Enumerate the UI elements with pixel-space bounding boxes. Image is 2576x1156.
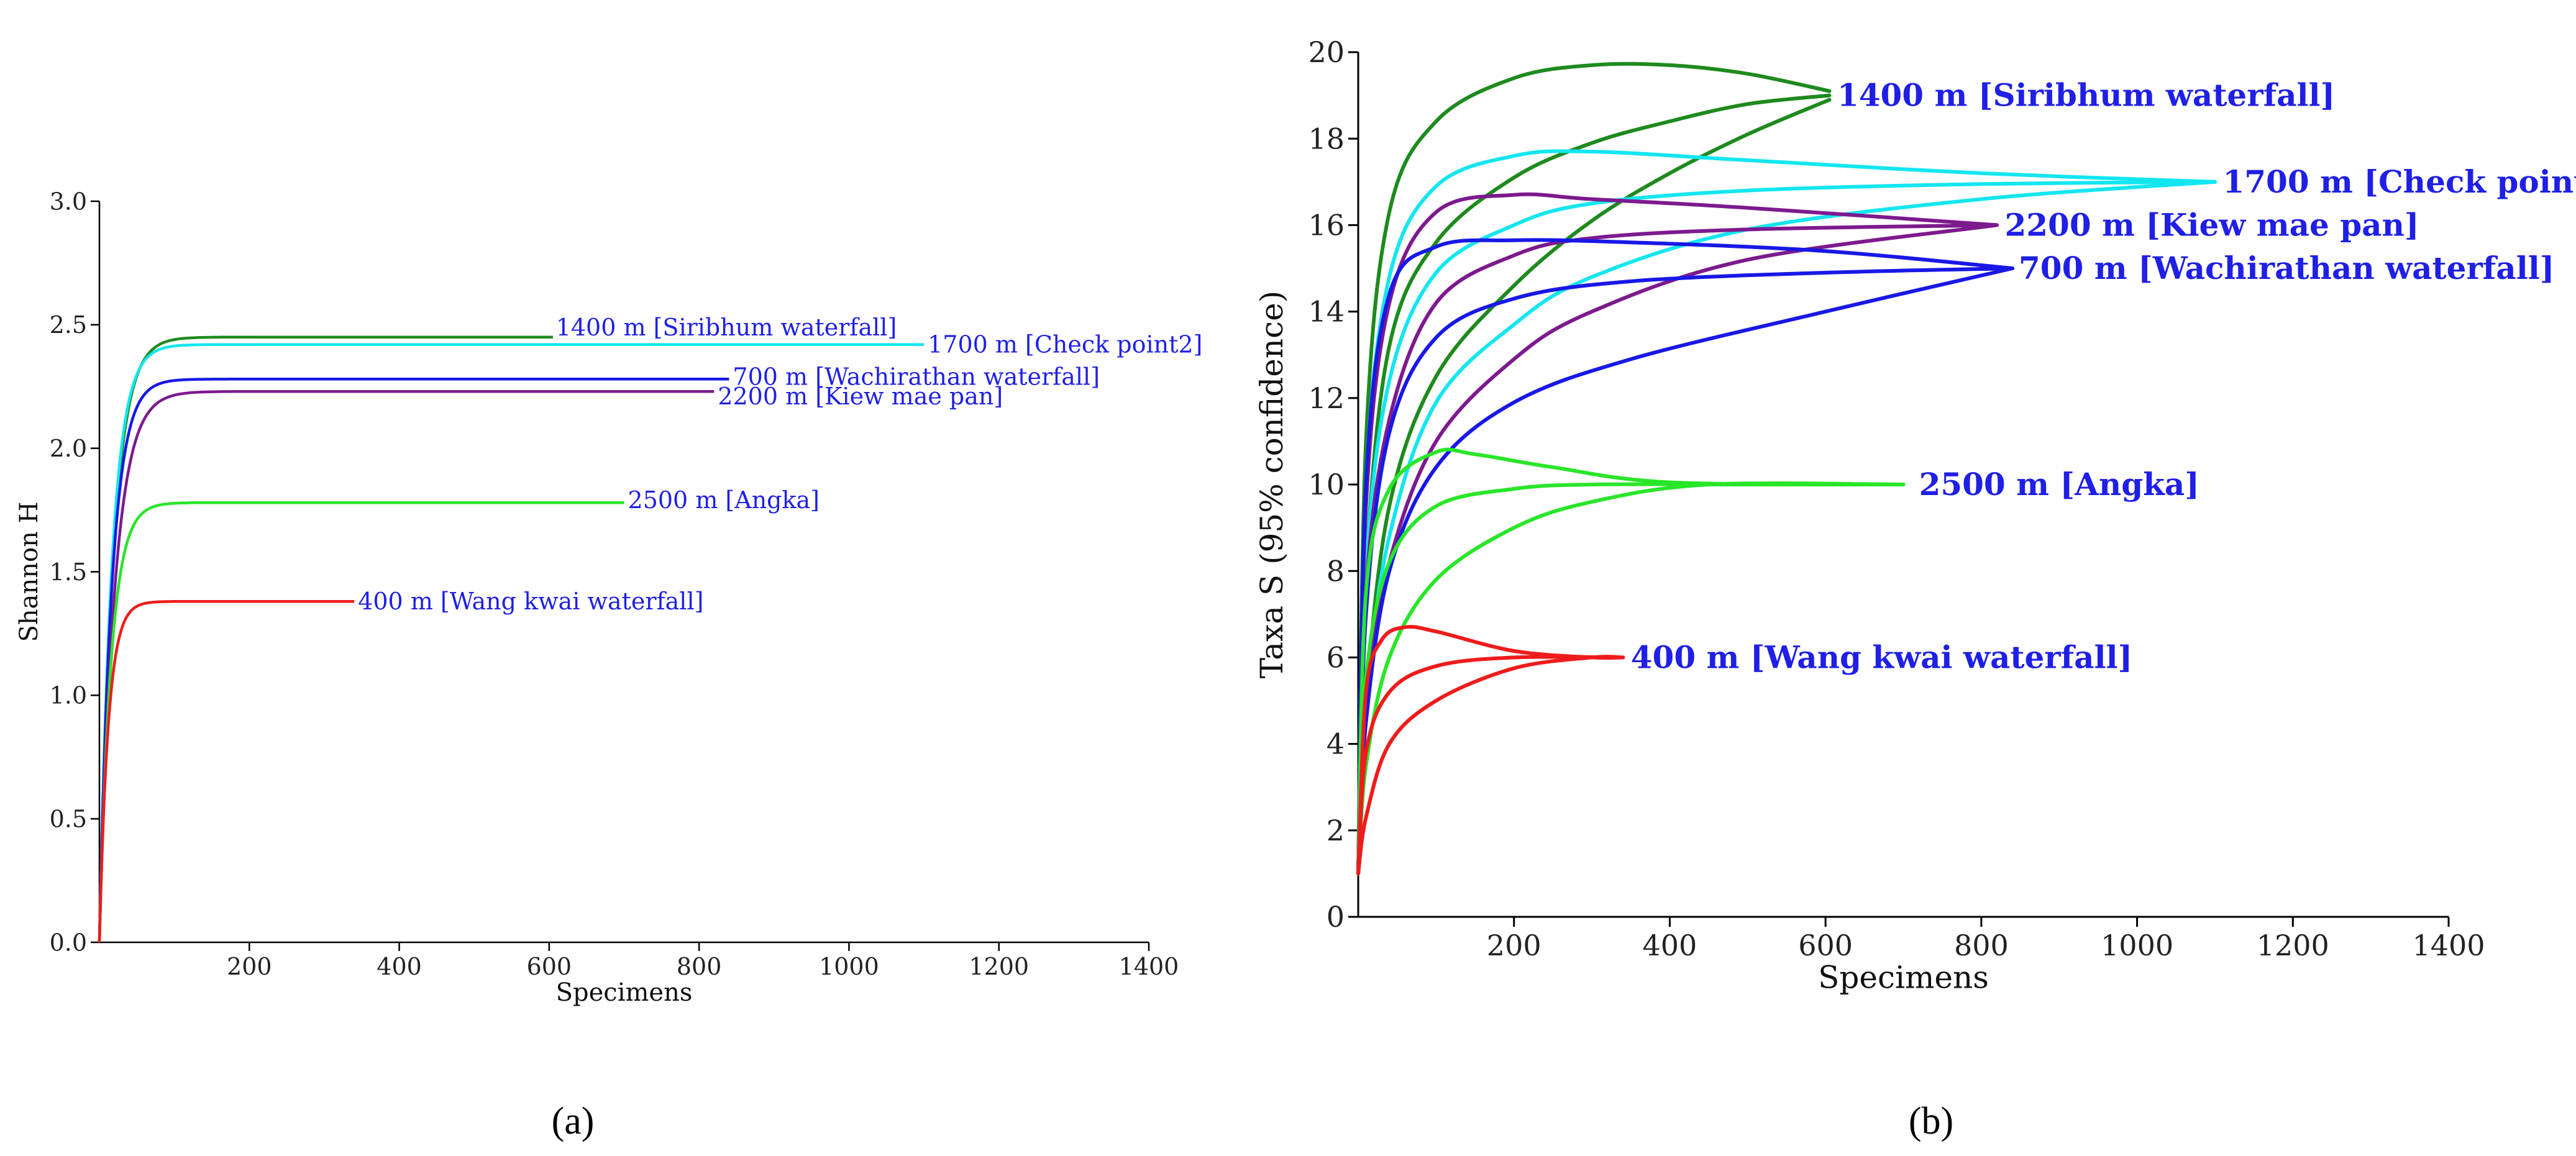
y-axis-title: Taxa S (95% confidence) (1254, 291, 1290, 678)
series-upper-400-m-wang-kwai-waterfall (1356, 624, 1625, 876)
x-tick-label: 1000 (819, 953, 879, 980)
series-label-1400-m-siribhum-waterfall: 1400 m [Siribhum waterfall] (1837, 77, 2335, 114)
series-line-1700-m-check-point2 (98, 343, 925, 944)
y-tick-label: 1.0 (50, 682, 87, 709)
series-line-1400-m-siribhum-waterfall (98, 335, 553, 944)
series-label-700-m-wachirathan-waterfall: 700 m [Wachirathan waterfall] (733, 363, 1100, 390)
x-tick-label: 600 (527, 953, 572, 980)
series-upper-700-m-wachirathan-waterfall (1356, 238, 2014, 876)
y-tick-label: 3.0 (50, 188, 87, 215)
series-mean-400-m-wang-kwai-waterfall (1356, 655, 1625, 876)
series-lower-700-m-wachirathan-waterfall (1356, 266, 2014, 876)
series-upper-2200-m-kiew-mae-pan (1356, 192, 1999, 876)
x-tick-label: 200 (1487, 929, 1541, 962)
series-lower-1400-m-siribhum-waterfall (1356, 98, 1832, 876)
x-axis-title: Specimens (1818, 960, 1989, 996)
x-axis-title: Specimens (556, 978, 693, 1007)
y-tick-label: 2.0 (50, 435, 87, 462)
series-upper-1400-m-siribhum-waterfall (1356, 61, 1832, 876)
x-tick-label: 200 (227, 953, 272, 980)
x-tick-label: 800 (1954, 929, 2009, 962)
x-tick-label: 1400 (2412, 929, 2485, 962)
y-tick-label: 0.0 (50, 929, 87, 956)
y-axis-title: Shannon H (15, 502, 43, 642)
panel-a-shannon-chart: 200 400 600 800 1000 1200 1400 0.0 0.5 1.0 1.5 2.0 2… (15, 188, 1202, 1007)
series-label-700-m-wachirathan-waterfall: 700 m [Wachirathan waterfall] (2019, 250, 2554, 286)
y-tick-label: 1.5 (50, 558, 87, 586)
series-label-400-m-wang-kwai-waterfall: 400 m [Wang kwai waterfall] (358, 588, 703, 615)
y-tick-label: 0.5 (50, 805, 87, 832)
y-tick-label: 4 (1327, 727, 1345, 761)
series-label-2500-m-angka: 2500 m [Angka] (628, 486, 820, 514)
y-tick-label: 16 (1308, 209, 1345, 242)
y-tick-label: 2 (1327, 814, 1345, 847)
series-label-1400-m-siribhum-waterfall: 1400 m [Siribhum waterfall] (556, 314, 897, 341)
y-tick-label: 2.5 (50, 311, 87, 339)
caption-panel-a: (a) (552, 1100, 595, 1142)
series-lower-2500-m-angka (1356, 481, 1906, 876)
series-label-1700-m-check-point2: 1700 m [Check point2] (928, 331, 1202, 358)
series-lower-400-m-wang-kwai-waterfall (1356, 655, 1625, 876)
series-line-2200-m-kiew-mae-pan (98, 389, 715, 944)
series-label-2200-m-kiew-mae-pan: 2200 m [Kiew mae pan] (718, 383, 1003, 410)
series-line-400-m-wang-kwai-waterfall (98, 599, 355, 944)
series-label-1700-m-check-point2: 1700 m [Check point2] (2222, 163, 2576, 200)
series-line-2500-m-angka (98, 501, 624, 944)
y-tick-label: 18 (1308, 122, 1345, 155)
x-tick-label: 800 (677, 953, 722, 980)
y-tick-label: 12 (1308, 381, 1345, 415)
series-label-2200-m-kiew-mae-pan: 2200 m [Kiew mae pan] (2004, 206, 2419, 243)
y-tick-label: 14 (1308, 295, 1345, 329)
x-tick-label: 1200 (969, 953, 1029, 980)
x-tick-label: 1400 (1119, 953, 1179, 980)
y-tick-label: 6 (1327, 641, 1345, 675)
caption-panel-b: (b) (1909, 1100, 1953, 1142)
x-tick-label: 400 (1643, 929, 1697, 962)
x-tick-label: 1200 (2257, 929, 2329, 962)
series-label-400-m-wang-kwai-waterfall: 400 m [Wang kwai waterfall] (1631, 639, 2132, 675)
y-tick-label: 0 (1327, 900, 1345, 934)
y-tick-label: 8 (1327, 554, 1345, 588)
x-tick-label: 1000 (2101, 929, 2173, 962)
series-mean-700-m-wachirathan-waterfall (1356, 266, 2014, 876)
series-line-700-m-wachirathan-waterfall (98, 378, 729, 944)
x-tick-label: 400 (377, 953, 422, 980)
y-tick-label: 20 (1308, 35, 1345, 69)
series-mean-2500-m-angka (1356, 482, 1906, 876)
x-tick-label: 600 (1798, 929, 1853, 962)
y-tick-label: 10 (1308, 468, 1345, 501)
series-label-2500-m-angka: 2500 m [Angka] (1919, 466, 2199, 503)
panel-b-taxa-chart: 200 400 600 800 1000 1200 1400 0 2 4 6 8 10 12 14 16 18 2… (1254, 35, 2576, 995)
